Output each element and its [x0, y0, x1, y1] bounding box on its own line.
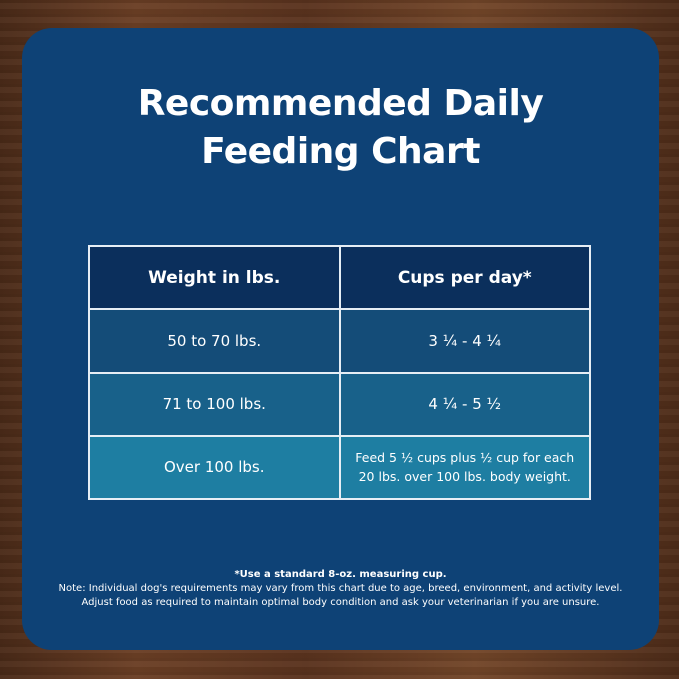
title-line-2: Feeding Chart [201, 131, 480, 172]
table-header-row: Weight in lbs. Cups per day* [88, 244, 591, 311]
feeding-table: Weight in lbs. Cups per day* 50 to 70 lb… [88, 244, 591, 501]
feeding-chart-panel: Recommended Daily Feeding Chart Weight i… [22, 28, 659, 650]
cups-cell: Feed 5 ½ cups plus ½ cup for each 20 lbs… [338, 434, 591, 501]
title-line-1: Recommended Daily [137, 83, 544, 124]
table-row: Over 100 lbs. Feed 5 ½ cups plus ½ cup f… [88, 434, 591, 501]
footnote-adjust: Adjust food as required to maintain opti… [81, 597, 600, 608]
page-title: Recommended Daily Feeding Chart [22, 80, 659, 176]
footnote-note: Note: Individual dog's requirements may … [58, 583, 623, 594]
weight-cell: 71 to 100 lbs. [88, 371, 341, 437]
footnote-cup: *Use a standard 8-oz. measuring cup. [234, 569, 447, 580]
table-row: 71 to 100 lbs. 4 ¼ - 5 ½ [88, 371, 591, 437]
cups-cell: 4 ¼ - 5 ½ [338, 371, 591, 437]
header-weight: Weight in lbs. [88, 244, 341, 311]
footnotes: *Use a standard 8-oz. measuring cup. Not… [22, 568, 659, 610]
cups-cell: 3 ¼ - 4 ¼ [338, 308, 591, 374]
header-cups: Cups per day* [338, 244, 591, 311]
weight-cell: 50 to 70 lbs. [88, 308, 341, 374]
weight-cell: Over 100 lbs. [88, 434, 341, 501]
cups-cell-text: Feed 5 ½ cups plus ½ cup for each 20 lbs… [355, 450, 575, 485]
table-row: 50 to 70 lbs. 3 ¼ - 4 ¼ [88, 308, 591, 374]
